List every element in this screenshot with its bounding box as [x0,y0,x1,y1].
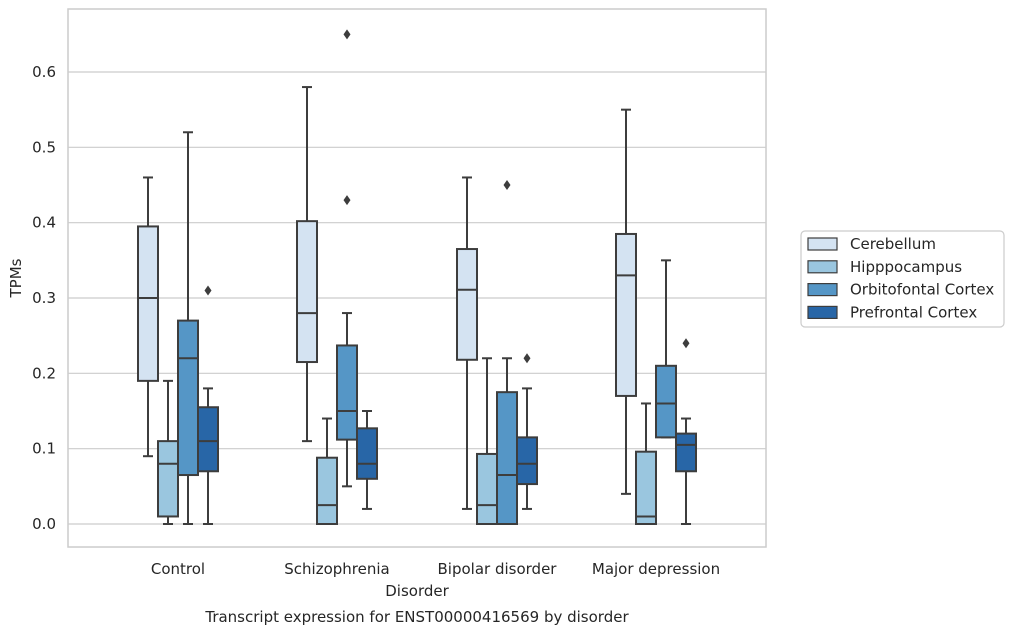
iqr-box [476,452,498,525]
iqr-box [177,319,199,477]
iqr-box [137,225,159,382]
y-axis-ticks: 0.0 0.1 0.2 0.3 0.4 0.5 0.6 [32,63,56,533]
legend-label: Prefrontal Cortex [850,303,977,321]
x-tick-label: Bipolar disorder [438,560,558,578]
box-orbitofontal-cortex [496,180,518,525]
legend-label: Hipppocampus [850,258,962,276]
box-orbitofontal-cortex [336,29,358,488]
box-orbitofontal-cortex [177,131,199,525]
box-cerebellum [296,86,318,443]
outlier-point [503,180,511,190]
iqr-box [635,450,657,525]
iqr-box [675,432,697,473]
outlier-point [343,29,351,40]
iqr-box [336,344,358,441]
box-hipppocampus [157,379,179,525]
legend-label: Cerebellum [850,235,936,253]
outlier-point [343,195,351,206]
iqr-box [615,232,637,397]
outlier-point [523,353,531,364]
x-tick-label: Schizophrenia [284,560,389,578]
iqr-box [356,427,378,480]
y-tick-label: 0.6 [32,63,56,81]
box-cerebellum [137,176,159,458]
box-hipppocampus [316,417,338,525]
box-cerebellum [456,176,478,510]
y-tick-label: 0.5 [32,138,56,156]
iqr-box [296,220,318,364]
y-axis-label: TPMs [7,258,25,298]
legend-swatch [807,237,838,251]
iqr-box [316,456,338,525]
box-prefrontal-cortex [675,338,697,525]
box-cerebellum [615,108,637,495]
chart-title: Transcript expression for ENST0000041656… [204,608,629,626]
iqr-box [456,248,478,361]
x-axis-label: Disorder [385,582,449,600]
box-prefrontal-cortex [356,410,378,510]
legend-frame [800,230,1005,328]
x-axis-ticks: Control Schizophrenia Bipolar disorder Majo… [151,560,720,578]
y-tick-label: 0.0 [32,515,56,533]
y-tick-label: 0.2 [32,364,56,382]
legend-label: Orbitofontal Cortex [850,281,994,299]
y-tick-label: 0.1 [32,440,56,458]
plot-frame [67,8,767,548]
iqr-box [516,436,538,486]
iqr-box [655,364,677,439]
box-series [137,29,697,525]
outlier-point [204,285,212,296]
box-prefrontal-cortex [516,353,538,510]
outlier-point [682,338,690,349]
box-prefrontal-cortex [197,285,219,525]
iqr-box [197,406,219,473]
legend-swatch [807,305,838,319]
box-orbitofontal-cortex [655,259,677,439]
legend: Cerebellum Hipppocampus Orbitofontal Corte… [800,230,1005,328]
iqr-box [157,440,179,518]
box-hipppocampus [635,402,657,525]
y-tick-label: 0.4 [32,214,56,232]
x-tick-label: Major depression [592,560,720,578]
iqr-box [496,391,518,525]
legend-swatch [807,260,838,274]
box-hipppocampus [476,357,498,525]
y-tick-label: 0.3 [32,289,56,307]
x-tick-label: Control [151,560,205,578]
legend-swatch [807,283,838,297]
